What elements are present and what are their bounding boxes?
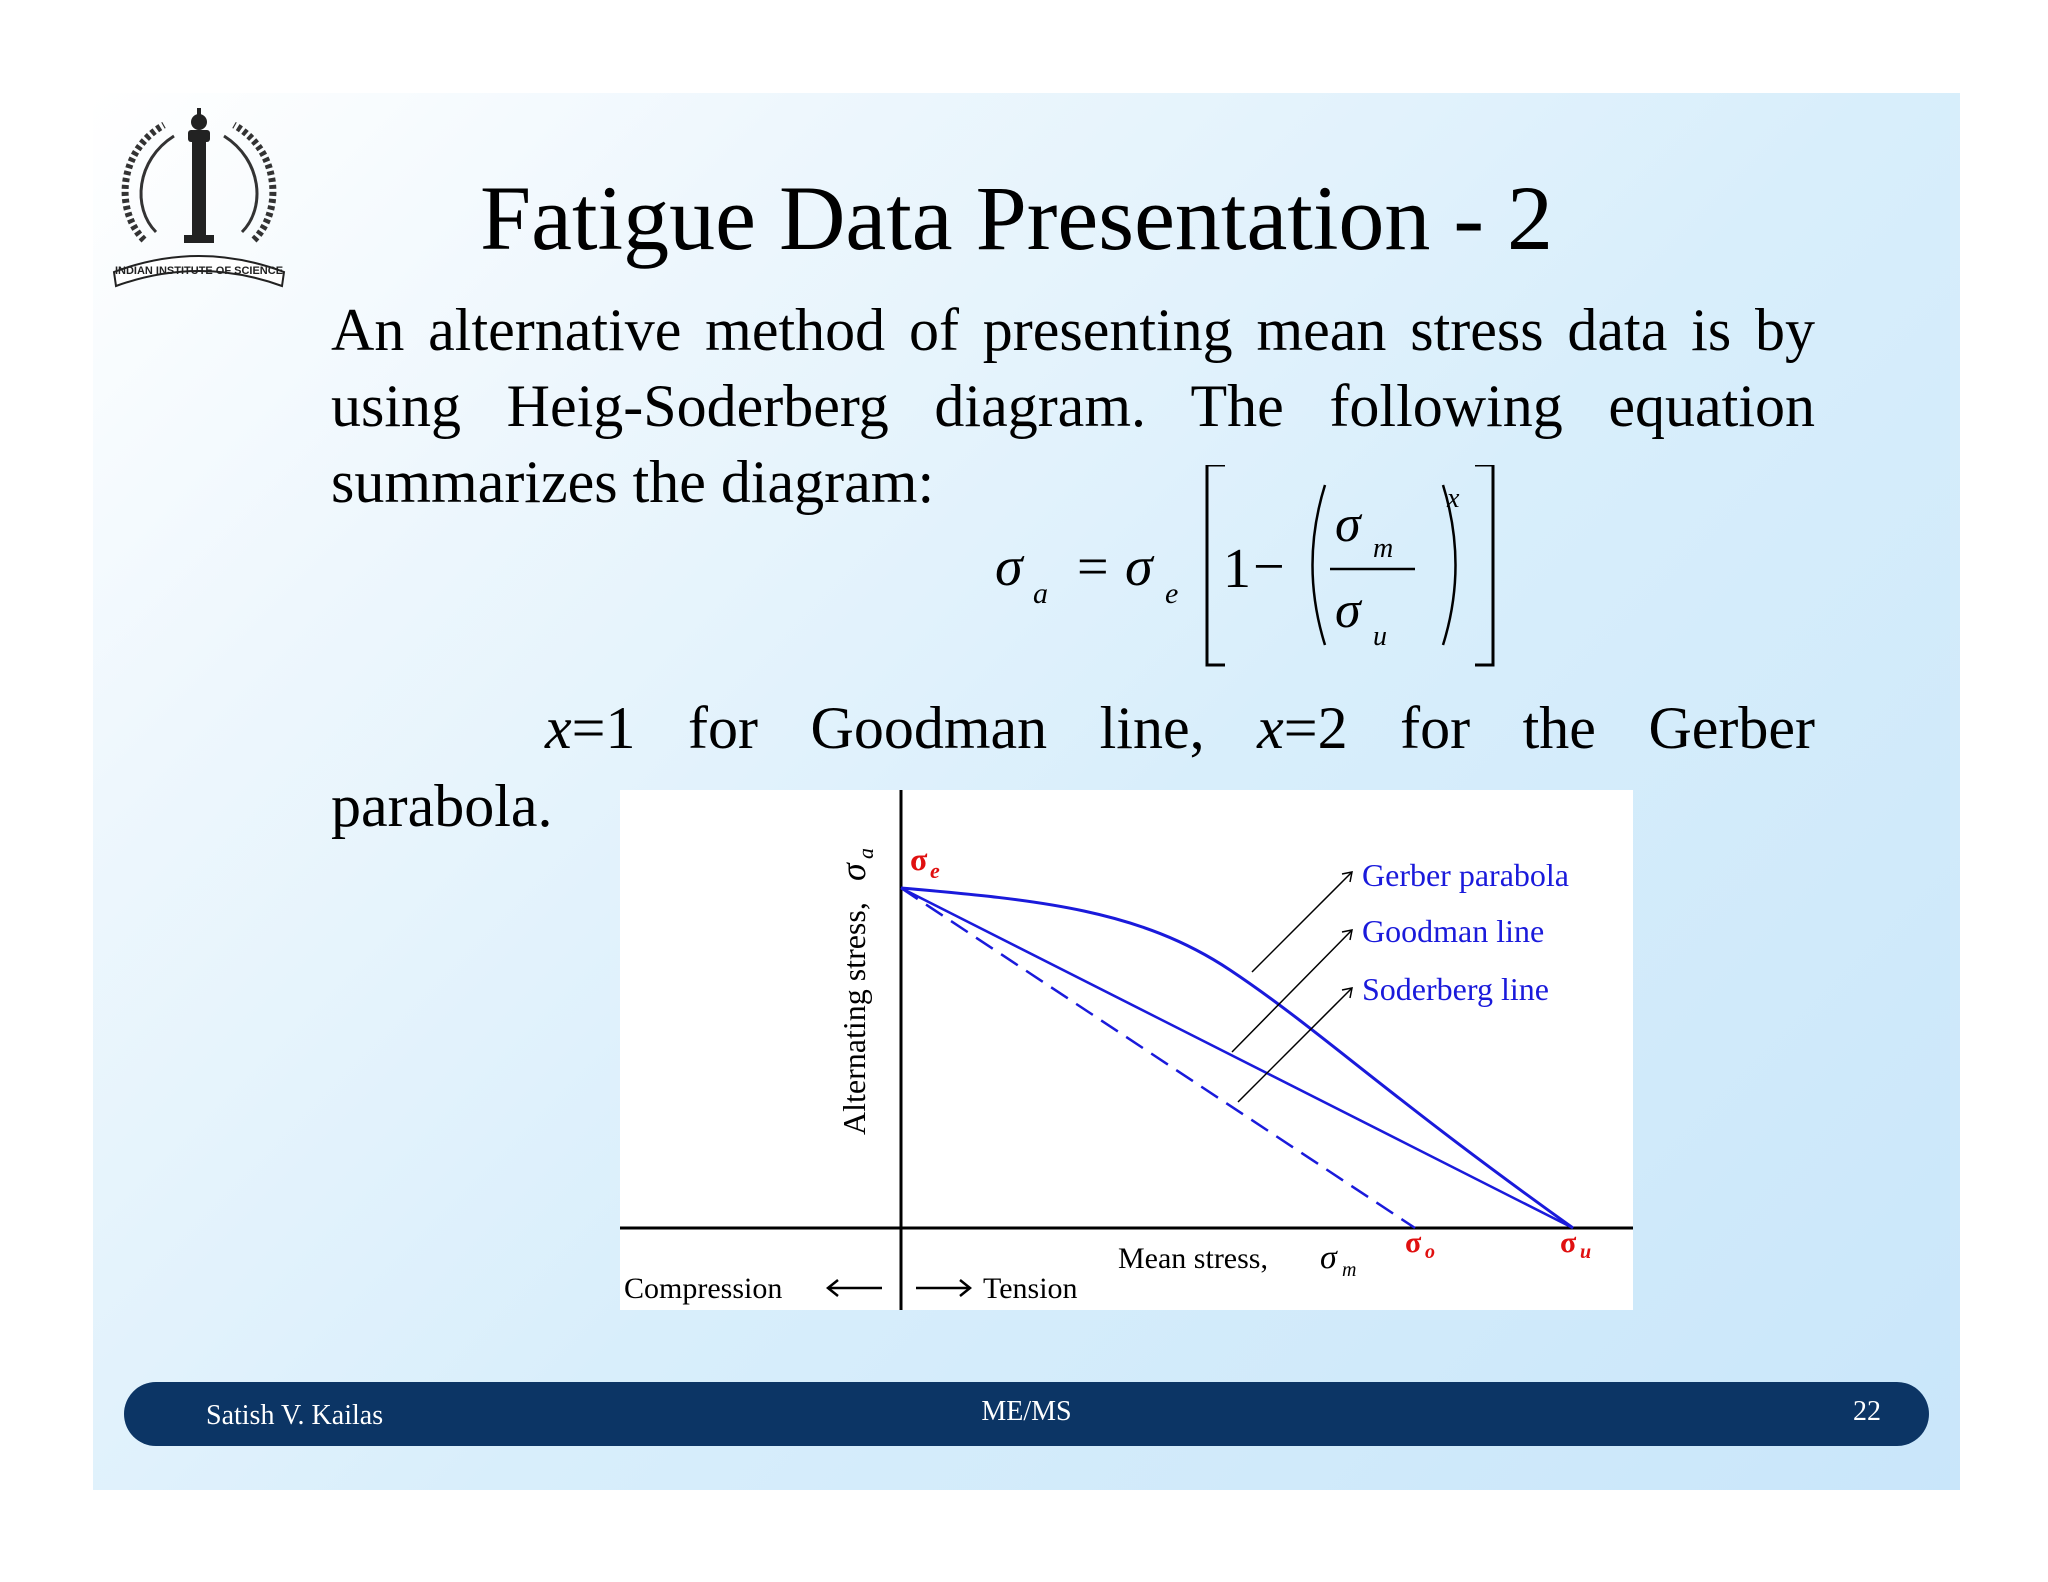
svg-text:INDIAN INSTITUTE OF SCIENCE: INDIAN INSTITUTE OF SCIENCE <box>115 265 283 277</box>
slide-title: Fatigue Data Presentation - 2 <box>480 167 1554 269</box>
y-axis-label: Alternating stress, <box>836 902 872 1135</box>
footer-course: ME/MS <box>981 1396 1072 1427</box>
eq-sub-m: m <box>1373 533 1393 564</box>
eq-sub-e: e <box>1165 577 1178 610</box>
sigma-e-sub: e <box>930 858 940 883</box>
compression-label: Compression <box>624 1272 782 1305</box>
x-axis-label: Mean stress, <box>1118 1242 1268 1275</box>
x-definition-line: x=1 for Goodman line, x=2 for the Gerber <box>545 695 1816 761</box>
goodman-line-label: Goodman line <box>1362 913 1544 949</box>
eq-sigma-a: σ <box>995 536 1025 598</box>
haigh-soderberg-equation: σ a = σ e 1 − σ m σ u x <box>995 465 1495 667</box>
eq-sub-a: a <box>1033 577 1048 610</box>
gerber-parabola-curve <box>900 886 1574 1230</box>
sigma-o-sub: o <box>1425 1241 1435 1263</box>
x-axis-symbol-sub: m <box>1342 1259 1356 1281</box>
body-line-2: using Heig-Soderberg diagram. The follow… <box>331 373 1815 439</box>
body-paragraph: An alternative method of presenting mean… <box>331 292 1815 520</box>
sigma-u-marker: σ <box>1560 1226 1577 1259</box>
y-axis-symbol: σ <box>833 862 873 881</box>
soderberg-line-label: Soderberg line <box>1362 971 1549 1007</box>
eq-sub-u: u <box>1373 621 1387 652</box>
y-axis-symbol-sub: a <box>853 848 878 859</box>
body-line-3: summarizes the diagram: <box>331 449 935 515</box>
soderberg-line <box>900 886 1416 1230</box>
sigma-e-marker: σ <box>910 841 928 877</box>
footer-bar: Satish V. Kailas ME/MS 22 <box>124 1382 1929 1446</box>
eq-one: 1 <box>1223 538 1251 600</box>
eq-sigma-m: σ <box>1335 496 1363 553</box>
gerber-parabola-label: Gerber parabola <box>1362 857 1569 893</box>
goodman-line <box>900 886 1574 1230</box>
tension-label: Tension <box>983 1272 1078 1305</box>
eq-sigma-u: σ <box>1335 582 1363 639</box>
eq-minus: − <box>1253 536 1285 598</box>
sigma-u-sub: u <box>1580 1241 1591 1263</box>
sigma-o-marker: σ <box>1405 1226 1422 1259</box>
footer-author: Satish V. Kailas <box>206 1400 384 1431</box>
mean-stress-diagram: Gerber parabola Goodman line Soderberg l… <box>620 790 1633 1310</box>
eq-equals: = <box>1077 536 1109 598</box>
x-axis-symbol: σ <box>1320 1239 1338 1276</box>
institute-logo: INDIAN INSTITUTE OF SCIENCE <box>112 108 286 288</box>
eq-sigma-e: σ <box>1125 536 1155 598</box>
parabola-word: parabola. <box>331 773 553 839</box>
body-line-1: An alternative method of presenting mean… <box>331 297 1815 363</box>
footer-page-number: 22 <box>1853 1396 1881 1427</box>
